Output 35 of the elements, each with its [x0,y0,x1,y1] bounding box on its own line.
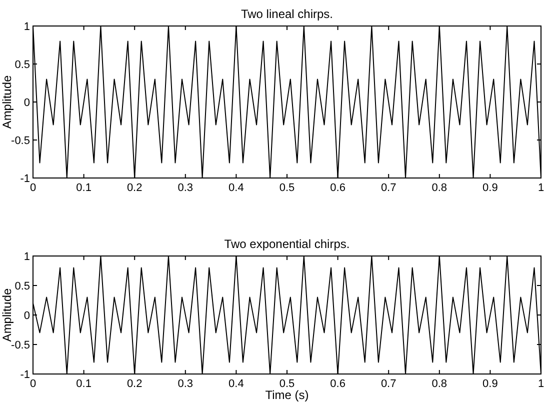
y-tick-label: 0 [24,97,30,109]
y-tick-label: -1 [20,369,30,381]
y-axis-title: Amplitude [0,288,14,342]
y-tick-label: 0 [24,310,30,322]
x-tick-label: 0.9 [482,182,498,194]
chart-title: Two exponential chirps. [224,237,350,251]
x-tick-label: 0.5 [279,378,295,390]
x-tick-label: 0.1 [76,378,92,390]
chart-title: Two lineal chirps. [240,7,334,21]
x-tick-label: 0.1 [76,182,92,194]
y-tick-label: 0.5 [14,280,30,292]
y-tick-label: -0.5 [11,135,30,147]
x-tick-label: 0.6 [330,378,346,390]
y-tick-label: -1 [20,173,30,185]
y-tick-label: 0.5 [14,59,30,71]
x-tick-label: 0.7 [380,182,396,194]
x-tick-label: 0.2 [126,378,142,390]
x-tick-label: 0.4 [228,378,244,390]
x-axis-title: Time (s) [265,388,309,402]
x-tick-label: 0.3 [178,378,194,390]
x-tick-label: 0.9 [482,378,498,390]
y-tick-label: 1 [24,251,30,263]
x-tick-label: 0.6 [330,182,346,194]
x-tick-label: 0.7 [380,378,396,390]
x-tick-label: 0.2 [126,182,142,194]
y-tick-label: -0.5 [11,340,30,352]
y-axis-title: Amplitude [0,75,14,129]
x-tick-label: 0.3 [178,182,194,194]
x-tick-label: 1 [538,378,544,390]
x-tick-label: 0.5 [279,182,295,194]
y-tick-label: 1 [24,21,30,33]
x-tick-label: 0.8 [432,378,448,390]
x-tick-label: 0.4 [228,182,244,194]
x-tick-label: 1 [538,182,544,194]
x-tick-label: 0.8 [432,182,448,194]
